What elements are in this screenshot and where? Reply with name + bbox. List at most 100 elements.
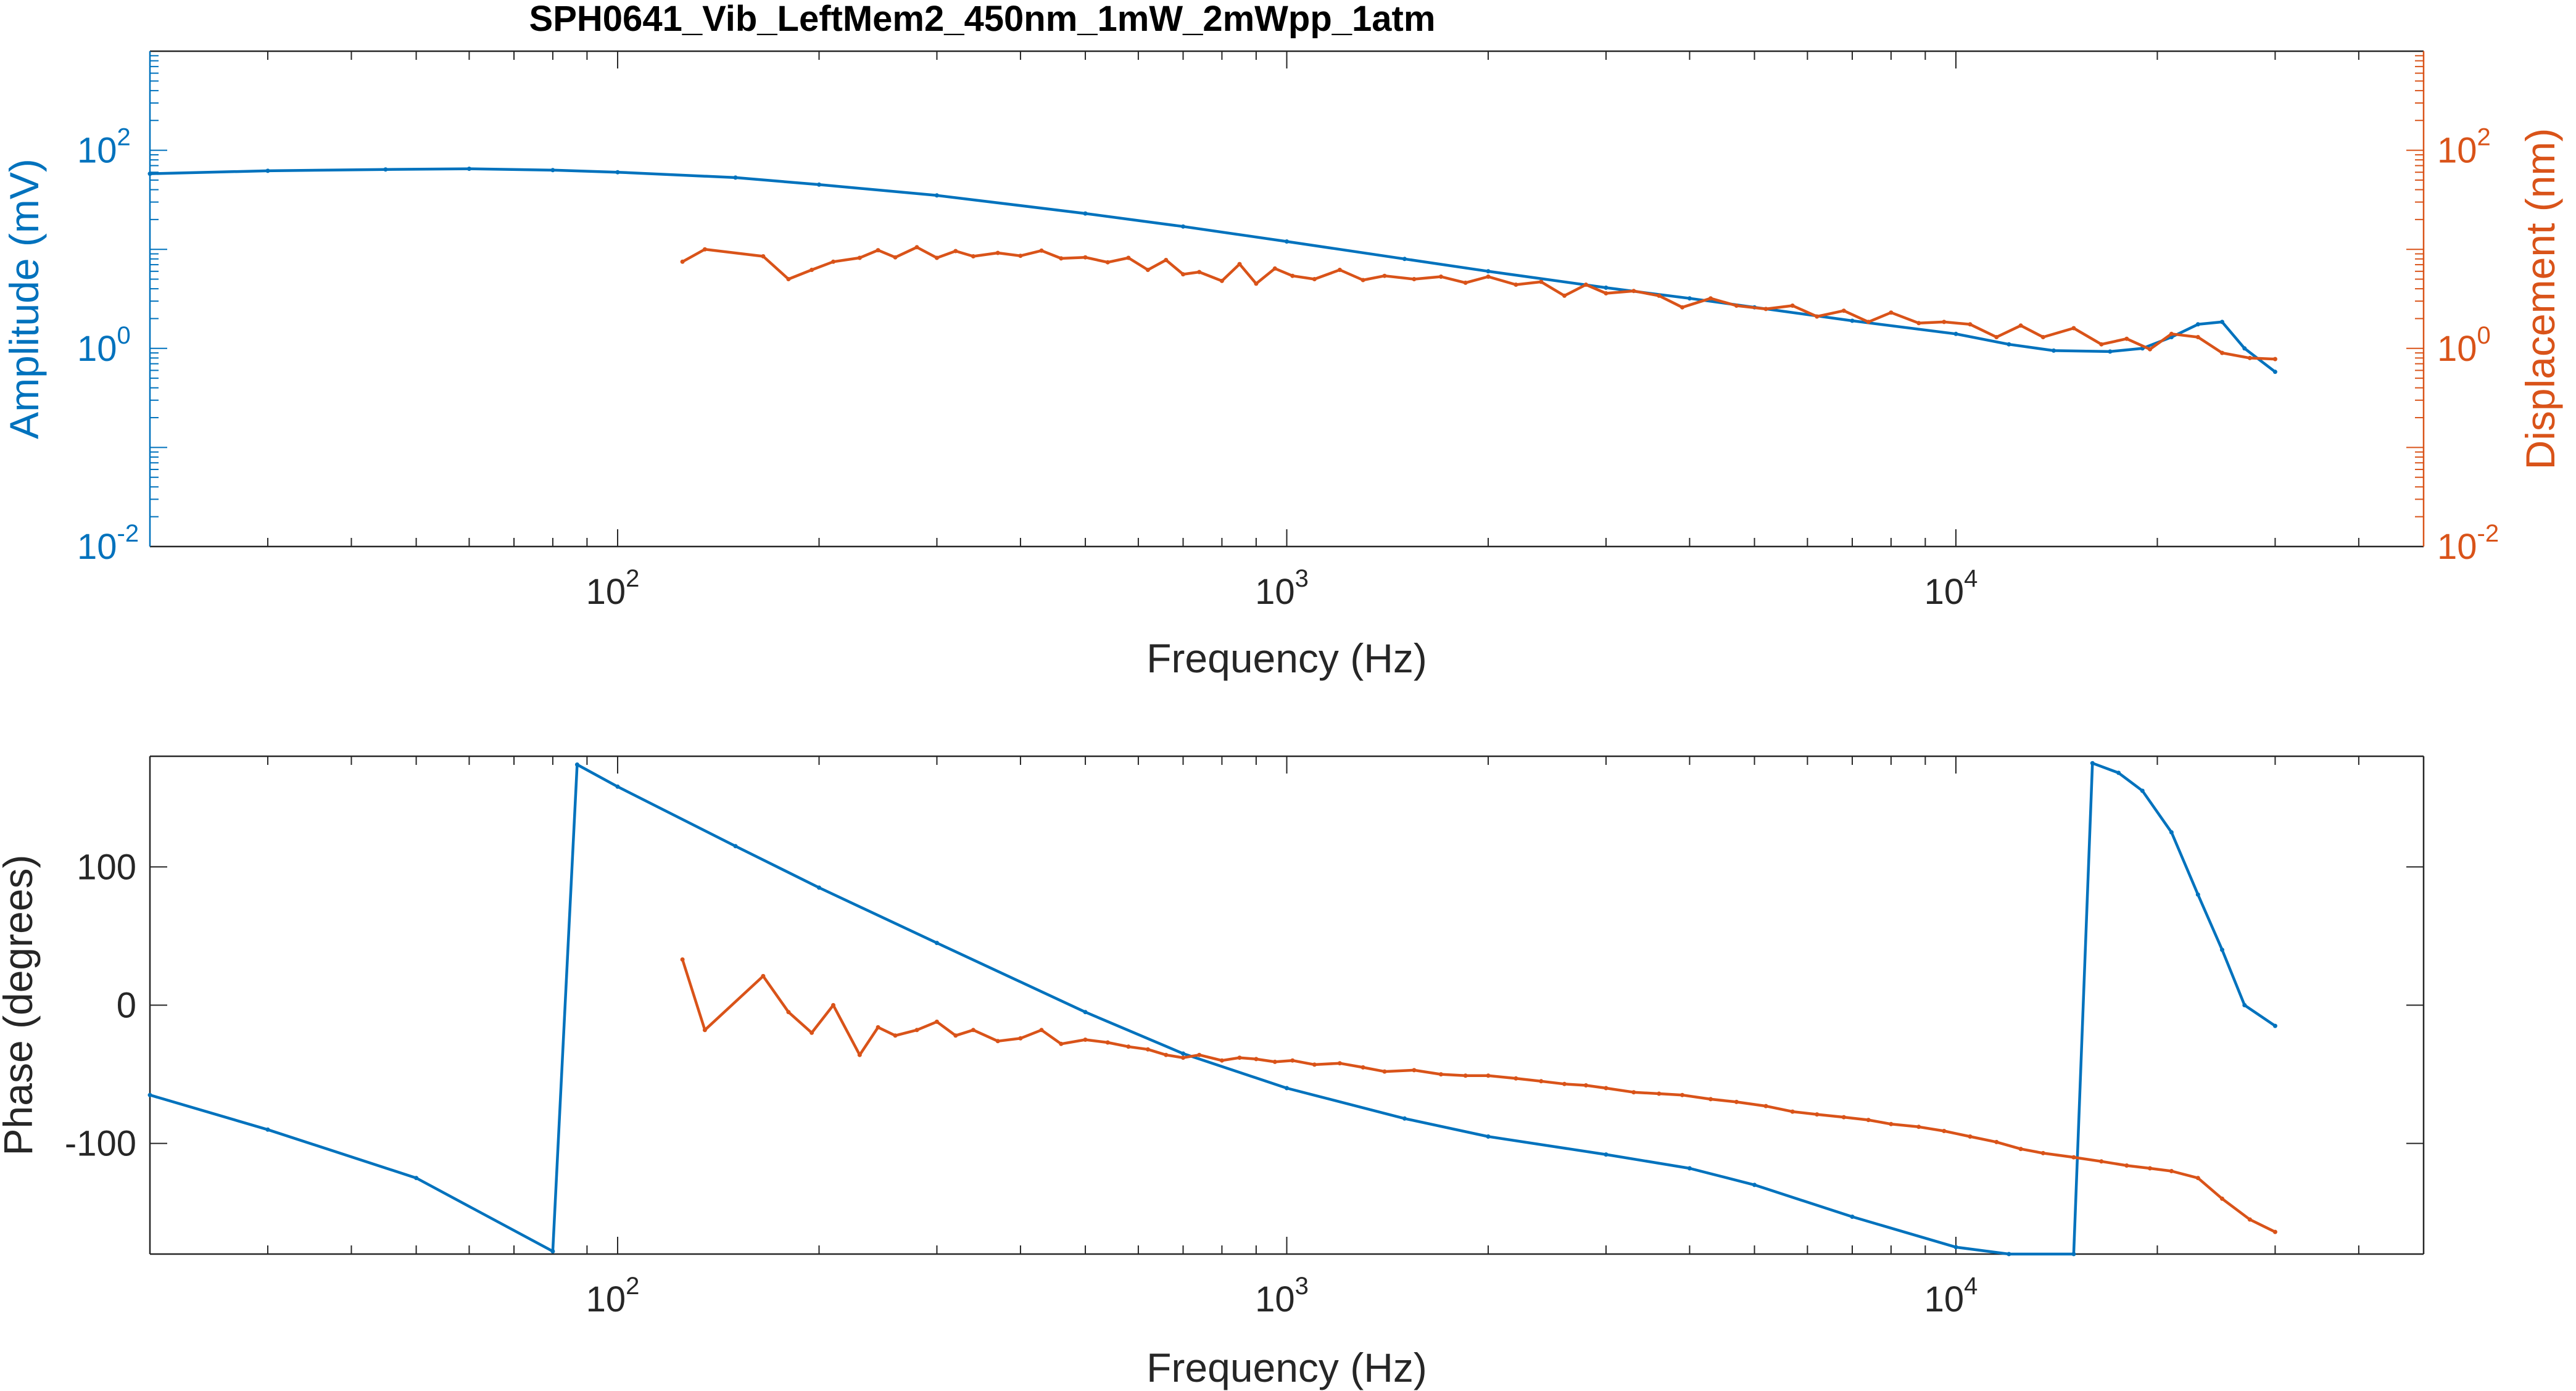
y-left-tick-label: 100 (77, 322, 131, 369)
amplitude-point (2007, 342, 2011, 347)
phase-series-1-point (550, 1249, 555, 1253)
y-tick-base: 10 (77, 131, 117, 171)
displacement-point (2071, 326, 2076, 331)
x-tick-exponent: 3 (1295, 1273, 1309, 1300)
displacement-point (1290, 273, 1295, 278)
phase-series-2-point (1290, 1058, 1295, 1063)
y-right-tick-label: 10-2 (2437, 520, 2499, 567)
x-tick-exponent: 2 (626, 565, 639, 592)
displacement-point (786, 277, 791, 281)
phase-series-1-point (2195, 892, 2200, 897)
y-tick-exponent: 0 (2477, 322, 2491, 349)
phase-series-1-point (817, 885, 821, 890)
displacement-point (2018, 323, 2023, 328)
displacement-point (1105, 260, 1110, 265)
phase-series-2-point (2169, 1169, 2174, 1173)
displacement-point (1486, 274, 1491, 279)
y-tick-base: 10 (77, 329, 117, 369)
displacement-point (1039, 248, 1044, 253)
phase-series-2-point (1841, 1115, 1846, 1120)
phase-series-2-point (1463, 1073, 1468, 1078)
displacement-point (1272, 266, 1277, 271)
displacement-point (1994, 335, 1999, 339)
displacement-point (1438, 274, 1443, 279)
x-tick-exponent: 3 (1295, 565, 1309, 592)
phase-series-2-point (1815, 1112, 1820, 1117)
x-tick-base: 10 (1255, 1279, 1295, 1319)
phase-series-1-point (1402, 1116, 1407, 1121)
phase-series-2-point (1126, 1044, 1131, 1049)
x-tick-base: 10 (1924, 1279, 1965, 1319)
phase-series-2-point (702, 1028, 707, 1033)
phase-series-2-point (2195, 1176, 2200, 1181)
x-axis-label: Frequency (Hz) (1146, 1345, 1427, 1390)
displacement-point (1463, 280, 1468, 285)
phase-series-2-point (1889, 1121, 1894, 1126)
phase-series-2-point (1604, 1086, 1609, 1091)
phase-series-2-point (1181, 1055, 1185, 1060)
displacement-point (1562, 293, 1567, 298)
displacement-point (1916, 321, 1921, 326)
phase-series-2-point (2099, 1159, 2104, 1164)
phase-series-2-point (953, 1033, 958, 1038)
amplitude-point (817, 182, 821, 187)
phase-series-2-point (1968, 1134, 1973, 1139)
phase-series-2-point (914, 1028, 919, 1033)
phase-series-2-point (1164, 1052, 1169, 1057)
phase-series-1-point (2071, 1252, 2076, 1257)
displacement-point (810, 268, 814, 272)
displacement-point (1657, 293, 1662, 298)
displacement-point (1018, 254, 1023, 258)
phase-series-1-point (1850, 1215, 1855, 1219)
phase-series-2-point (1514, 1076, 1518, 1081)
displacement-point (1790, 303, 1795, 308)
phase-series-2-point (2220, 1196, 2224, 1201)
phase-series-2-point (1237, 1055, 1242, 1060)
displacement-point (1382, 273, 1387, 278)
phase-series-2-point (1942, 1129, 1947, 1133)
y-tick-label: 100 (77, 847, 136, 887)
phase-series-2-point (1657, 1091, 1662, 1096)
amplitude-point (1181, 224, 1185, 229)
displacement-point (971, 254, 975, 258)
phase-series-1-point (574, 762, 579, 767)
y-tick-label: 0 (117, 986, 136, 1026)
amplitude-point (1285, 239, 1289, 244)
displacement-point (1514, 283, 1518, 287)
phase-series-2-point (1039, 1028, 1044, 1033)
phase-series-1-point (1687, 1166, 1692, 1171)
phase-series-2-point (1994, 1139, 1999, 1144)
phase-series-2-point (2272, 1229, 2277, 1234)
phase-series-2-point (1219, 1058, 1224, 1063)
phase-series-2-point (971, 1028, 975, 1033)
displacement-point (1237, 262, 1242, 266)
displacement-line (682, 246, 2276, 361)
phase-series-1-point (1083, 1010, 1088, 1015)
y-axis-label: Phase (degrees) (0, 855, 41, 1156)
amplitude-point (1604, 285, 1609, 290)
phase-series-2-point (1790, 1109, 1795, 1114)
phase-series-2-point (1083, 1038, 1088, 1042)
amplitude-point (615, 170, 620, 175)
amplitude-point (1083, 211, 1088, 216)
phase-series-2-point (1708, 1097, 1713, 1102)
amplitude-point (2220, 320, 2224, 324)
phase-series-2-point (1337, 1061, 1342, 1066)
displacement-point (1412, 277, 1417, 281)
displacement-point (831, 259, 835, 264)
phase-series-2-point (857, 1052, 862, 1057)
phase-series-2-point (995, 1039, 1000, 1044)
displacement-point (1680, 305, 1684, 310)
phase-series-2-point (810, 1030, 814, 1035)
amplitude-point (2052, 348, 2056, 353)
phase-series-2-line (681, 959, 2276, 1234)
phase-series-2-point (1734, 1099, 1739, 1104)
displacement-point (914, 245, 919, 250)
y-tick-label: -100 (65, 1124, 136, 1164)
phase-series-2-point (1631, 1090, 1636, 1095)
displacement-point (893, 255, 898, 260)
phase-series-2-point (1866, 1118, 1871, 1123)
phase-series-2-point (1562, 1081, 1567, 1086)
amplitude-point (2195, 322, 2200, 327)
